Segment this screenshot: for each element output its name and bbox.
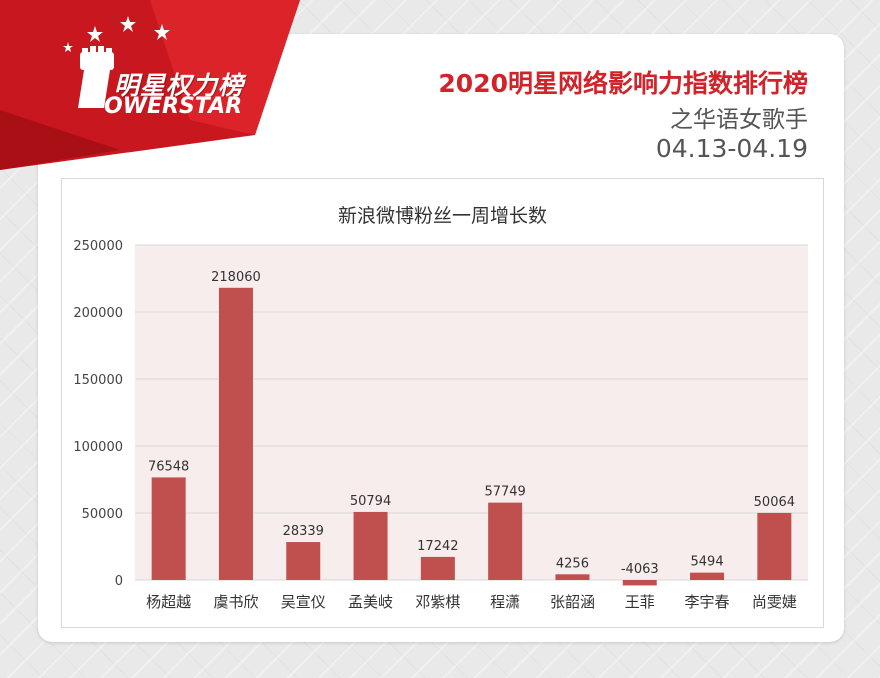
data-label: 4256 xyxy=(556,556,589,571)
bar-虞书欣 xyxy=(218,287,253,580)
bar-杨超越 xyxy=(151,477,186,580)
x-tick-label: 李宇春 xyxy=(685,593,730,611)
star-icon xyxy=(63,16,170,52)
data-label: 76548 xyxy=(148,459,189,474)
bar-张韶涵 xyxy=(555,574,590,580)
data-label: 50794 xyxy=(350,494,391,509)
bar-吴宣仪 xyxy=(286,542,321,580)
chart-title: 新浪微博粉丝一周增长数 xyxy=(337,205,547,227)
data-label: 50064 xyxy=(754,495,795,510)
bar-王菲 xyxy=(622,580,657,586)
x-tick-label: 虞书欣 xyxy=(213,593,258,611)
page-subtitle: 之华语女歌手 xyxy=(670,107,808,133)
x-tick-label: 尚雯婕 xyxy=(752,593,797,611)
x-tick-label: 孟美岐 xyxy=(348,593,393,611)
chart-panel: 新浪微博粉丝一周增长数 0 50000 100000 150000 200000 2500… xyxy=(61,178,824,628)
y-tick-label: 150000 xyxy=(73,373,123,388)
y-tick-label: 250000 xyxy=(73,239,123,254)
bar-chart: 0 50000 100000 150000 200000 250000 76548 杨超越 21… xyxy=(73,239,808,611)
x-tick-label: 吴宣仪 xyxy=(281,593,326,611)
y-tick-label: 50000 xyxy=(82,507,123,522)
fist-logo-icon xyxy=(78,46,114,108)
brand-logo-en: OWERSTAR xyxy=(104,94,243,119)
data-label: 57749 xyxy=(484,485,525,500)
data-label: 17242 xyxy=(417,539,458,554)
x-tick-label: 程潇 xyxy=(490,593,520,611)
bar-孟美岐 xyxy=(353,511,388,580)
bar-尚雯婕 xyxy=(757,512,792,580)
date-range: 04.13-04.19 xyxy=(655,134,808,163)
x-tick-label: 王菲 xyxy=(625,593,655,611)
data-label: -4063 xyxy=(621,562,659,577)
x-tick-label: 邓紫棋 xyxy=(415,593,460,611)
bar-邓紫棋 xyxy=(420,556,455,580)
x-tick-label: 杨超越 xyxy=(146,593,191,611)
bar-李宇春 xyxy=(690,572,725,580)
data-label: 28339 xyxy=(283,524,324,539)
y-tick-label: 0 xyxy=(115,574,123,589)
page-title: 2020明星网络影响力指数排行榜 xyxy=(438,69,808,98)
data-label: 5494 xyxy=(691,555,724,570)
data-label: 218060 xyxy=(211,270,261,285)
brand-logo-cn: 明星权力榜 xyxy=(114,71,245,100)
y-tick-label: 100000 xyxy=(73,440,123,455)
x-tick-label: 张韶涵 xyxy=(550,593,595,611)
brand-banner xyxy=(0,0,300,170)
y-tick-label: 200000 xyxy=(73,306,123,321)
bar-程潇 xyxy=(488,502,523,580)
